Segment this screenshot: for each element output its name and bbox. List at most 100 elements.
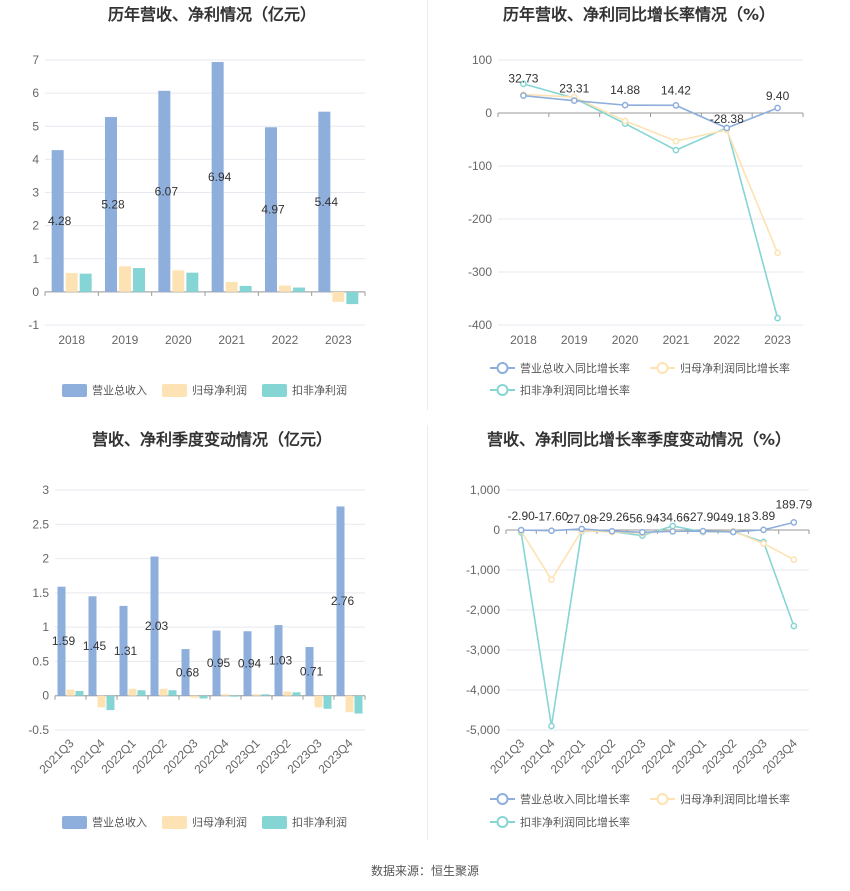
legend-label: 营业总收入 — [92, 815, 147, 829]
data-label: -49.18 — [716, 511, 750, 525]
series-point — [790, 622, 798, 630]
y-tick-label: -4,000 — [466, 683, 500, 697]
x-tick-label: 2021 — [218, 333, 245, 347]
bar — [66, 689, 75, 696]
y-tick-label: 1,000 — [470, 483, 500, 497]
legend-marker — [496, 816, 509, 828]
legend-swatch — [262, 384, 287, 397]
y-tick-label: 4 — [32, 152, 39, 166]
bar — [190, 695, 199, 698]
bar — [172, 270, 185, 292]
x-tick-label: 2018 — [58, 333, 85, 347]
bar — [279, 285, 291, 292]
bar — [243, 631, 252, 696]
series-point — [699, 527, 707, 535]
bar — [158, 90, 171, 292]
x-tick-label: 2018 — [510, 333, 537, 347]
x-tick-label: 2020 — [612, 333, 639, 347]
data-label: -27.90 — [686, 510, 720, 524]
y-tick-label: 5 — [32, 119, 39, 133]
bar — [239, 285, 252, 292]
x-tick-label: 2019 — [561, 333, 588, 347]
data-label: 6.94 — [208, 170, 232, 184]
data-label: 0.94 — [238, 656, 262, 670]
y-tick-label: -400 — [468, 318, 492, 332]
legend-label: 营业总收入同比增长率 — [520, 361, 630, 375]
legend-swatch — [62, 384, 87, 397]
y-tick-label: 1.5 — [32, 586, 49, 600]
chart-title: 历年营收、净利同比增长率情况（%） — [503, 5, 775, 24]
bar — [292, 692, 301, 696]
legend-label: 营业总收入 — [92, 383, 147, 397]
legend-label: 营业总收入同比增长率 — [520, 792, 630, 806]
bar — [230, 695, 239, 697]
data-label: 189.79 — [775, 497, 812, 511]
series-line — [520, 525, 795, 727]
data-label: 6.07 — [155, 184, 179, 198]
bar — [252, 694, 261, 696]
bar — [261, 694, 270, 696]
y-tick-label: 2 — [42, 552, 49, 566]
x-tick-label: 2022 — [272, 333, 299, 347]
bar — [181, 649, 190, 696]
data-label: 0.68 — [176, 665, 200, 679]
bar — [354, 695, 363, 714]
data-label: 1.03 — [269, 653, 293, 667]
bar — [293, 287, 305, 292]
quarterly-values-svg: 营收、净利季度变动情况（亿元）-0.500.511.522.532021Q320… — [28, 430, 366, 829]
annual-growth-svg: 历年营收、净利同比增长率情况（%） -400 -300 -200 -100 0 100 201… — [468, 5, 804, 397]
data-label: 3.89 — [752, 509, 776, 523]
series-point — [790, 519, 798, 526]
bar — [274, 625, 283, 696]
chart-title: 历年营收、净利情况（亿元） — [108, 5, 316, 24]
bar — [221, 694, 230, 696]
x-tick-label: 2023 — [764, 333, 791, 347]
bar — [305, 647, 314, 696]
quarterly-growth-svg: 营收、净利同比增长率季度变动情况（%） -5,000 -4,000 -3,000 -2,… — [466, 430, 813, 829]
source-note: 数据来源：恒生聚源 — [370, 864, 479, 878]
bar — [265, 127, 277, 292]
y-tick-label: -100 — [468, 159, 492, 173]
series-point — [578, 525, 586, 533]
y-tick-label: 0 — [493, 523, 500, 537]
data-label: 0.71 — [300, 664, 324, 678]
legend-swatch — [162, 816, 187, 829]
y-tick-label: -300 — [468, 265, 492, 279]
y-tick-label: 3 — [42, 483, 49, 497]
bar — [332, 291, 345, 302]
bar — [318, 111, 331, 292]
series-line — [523, 94, 778, 129]
legend-label: 归母净利润同比增长率 — [680, 361, 790, 375]
series-point — [621, 101, 629, 109]
series-point — [548, 527, 555, 535]
bar — [97, 695, 106, 708]
legend-label: 归母净利润同比增长率 — [680, 792, 790, 806]
bar — [336, 506, 345, 696]
y-tick-label: 100 — [472, 53, 492, 67]
y-tick-label: 2.5 — [32, 517, 49, 531]
data-label: 27.08 — [567, 512, 597, 526]
series-point — [790, 556, 798, 563]
y-tick-label: 0 — [42, 689, 49, 703]
legend-label: 归母净利润 — [192, 815, 247, 829]
x-tick-label: 2023 — [325, 333, 352, 347]
panel-divider — [427, 425, 428, 840]
bar — [75, 690, 84, 696]
data-label: 9.40 — [766, 89, 790, 103]
y-tick-label: 2 — [32, 219, 39, 233]
y-tick-label: -3,000 — [466, 643, 500, 657]
x-tick-label: 2022 — [713, 333, 740, 347]
series-point — [517, 526, 525, 534]
series-point — [760, 526, 767, 534]
bar — [65, 272, 78, 292]
data-label: 1.31 — [114, 644, 138, 658]
x-tick-label: 2021 — [663, 333, 690, 347]
chart-title: 营收、净利同比增长率季度变动情况（%） — [487, 430, 791, 449]
data-label: 32.73 — [508, 72, 538, 86]
data-label: -2.90 — [507, 509, 535, 523]
bar — [119, 266, 131, 292]
y-tick-label: 0.5 — [32, 654, 49, 668]
legend-marker — [656, 793, 669, 805]
legend-swatch — [162, 384, 187, 397]
bar — [105, 116, 117, 292]
